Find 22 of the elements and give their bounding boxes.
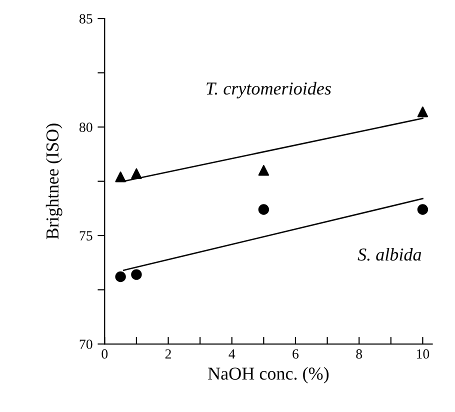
x-tick-label: 2 bbox=[165, 349, 171, 359]
point bbox=[115, 271, 126, 282]
x-tick-label: 0 bbox=[102, 349, 108, 359]
y-tick-label: 80 bbox=[79, 122, 92, 132]
x-tick-label: 8 bbox=[356, 349, 362, 359]
x-tick-label: 4 bbox=[228, 349, 236, 359]
point bbox=[258, 204, 270, 215]
y-tick-label: 75 bbox=[80, 231, 92, 240]
x-tick-label: 10 bbox=[416, 349, 430, 359]
annotation: S. albida bbox=[358, 248, 422, 261]
point bbox=[417, 106, 428, 118]
point bbox=[131, 269, 142, 280]
annotation: T. crytomerioides bbox=[206, 82, 331, 98]
y-axis-title: Brightnee (ISO) bbox=[46, 124, 62, 240]
point bbox=[417, 204, 428, 215]
point bbox=[131, 168, 142, 180]
x-tick-label: 6 bbox=[292, 349, 299, 359]
point bbox=[115, 172, 126, 182]
y-tick-label: 85 bbox=[79, 14, 92, 24]
y-tick-label: 70 bbox=[80, 340, 92, 349]
point bbox=[258, 165, 270, 176]
x-axis-title: NaOH conc. (%) bbox=[208, 367, 329, 384]
